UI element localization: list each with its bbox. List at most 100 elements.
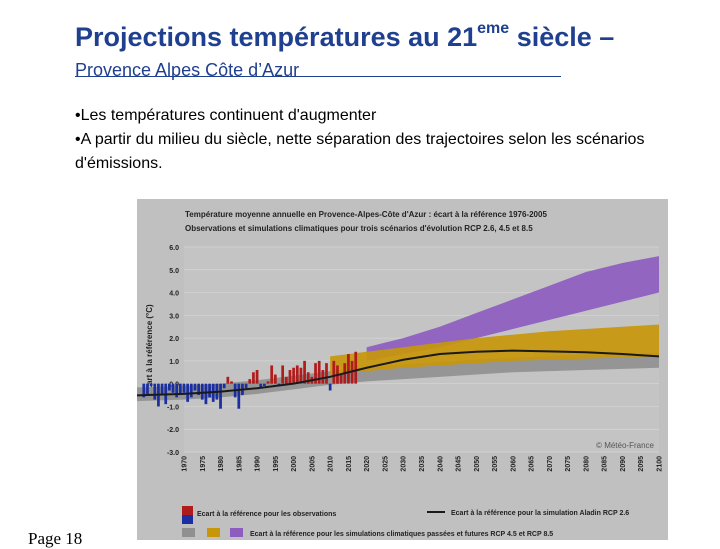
scenario-band-past — [137, 352, 659, 402]
page-number: Page 18 — [28, 529, 83, 548]
x-tick-label: 2085 — [602, 456, 609, 472]
x-tick-label: 2065 — [529, 456, 536, 472]
observation-bar — [270, 365, 274, 384]
observation-bar — [339, 374, 343, 384]
observation-bar — [219, 383, 222, 409]
observation-bar — [328, 383, 332, 391]
legend-swatch-rcp45 — [207, 528, 220, 537]
legend-rcp26: Ecart à la référence pour la simulation … — [451, 510, 629, 517]
chart-subtitle: Observations et simulations climatiques … — [185, 224, 533, 233]
observation-bar — [314, 363, 317, 384]
x-tick-label: 2030 — [401, 456, 408, 472]
y-tick-label: -3.0 — [167, 450, 179, 457]
y-tick-label: -2.0 — [167, 427, 179, 434]
x-tick-label: 2075 — [565, 456, 572, 472]
x-tick-label: 2020 — [364, 456, 371, 472]
x-tick-label: 1975 — [200, 456, 207, 472]
x-tick-label: 1990 — [255, 456, 262, 472]
x-tick-label: 1995 — [273, 456, 280, 472]
y-tick-label: 1.0 — [169, 359, 179, 366]
observation-bar — [303, 360, 306, 384]
observation-bar — [295, 365, 299, 384]
x-tick-label: 2040 — [437, 456, 444, 472]
observation-bar — [200, 383, 204, 400]
observation-bar — [284, 376, 288, 384]
observation-bar — [317, 360, 321, 384]
x-tick-label: 2005 — [309, 456, 316, 472]
observation-bar — [230, 381, 233, 384]
y-tick-label: 6.0 — [169, 245, 179, 252]
x-tick-label: 2050 — [474, 456, 481, 472]
legend-swatch-past — [182, 528, 195, 537]
observation-bar — [197, 383, 200, 396]
chart-credit: © Météo-France — [596, 441, 654, 450]
title-tail: siècle – — [509, 22, 615, 52]
observation-bar — [204, 383, 208, 405]
observation-bar — [160, 383, 164, 396]
observation-bar — [142, 383, 146, 398]
x-tick-label: 2070 — [547, 456, 554, 472]
bullet-2: •A partir du milieu du siècle, nette sép… — [75, 131, 645, 172]
legend-scenarios: Ecart à la référence pour les simulation… — [250, 531, 553, 538]
scenario-band-rcp85 — [366, 256, 659, 361]
x-tick-label: 1980 — [218, 456, 225, 472]
observation-bar — [193, 383, 197, 391]
observation-bar — [273, 374, 277, 384]
x-tick-label: 2090 — [620, 456, 627, 472]
legend-observations: Ecart à la référence pour les observatio… — [197, 511, 336, 518]
observation-bar — [222, 383, 226, 389]
title-superscript: eme — [477, 20, 510, 37]
x-tick-label: 1985 — [236, 456, 243, 472]
y-axis-label: Écart à la référence (°C) — [145, 304, 154, 395]
x-tick-label: 2035 — [419, 456, 426, 472]
title-underline — [75, 76, 561, 77]
x-tick-label: 2080 — [583, 456, 590, 472]
x-tick-label: 2055 — [492, 456, 499, 472]
observation-bar — [354, 351, 358, 384]
observation-bar — [321, 370, 325, 384]
observation-bar — [153, 383, 157, 400]
observation-bar — [178, 383, 182, 396]
observation-bar — [252, 372, 255, 384]
observation-bar — [248, 379, 252, 384]
x-tick-label: 2025 — [382, 456, 389, 472]
title-main: Projections températures au 21 — [75, 22, 478, 52]
x-tick-label: 2015 — [346, 456, 353, 472]
observation-bar — [288, 370, 292, 384]
observation-bar — [266, 381, 270, 384]
legend-swatch-rcp85 — [230, 528, 243, 537]
observation-bar — [146, 383, 149, 396]
x-tick-label: 2045 — [456, 456, 463, 472]
observation-bar — [259, 383, 263, 389]
observation-bar — [208, 383, 211, 398]
y-tick-label: 3.0 — [169, 313, 179, 320]
legend-swatch-warm — [182, 506, 193, 515]
bullet-1: •Les températures continuent d'augmenter — [75, 107, 377, 124]
chart-title: Température moyenne annuelle en Provence… — [185, 210, 547, 219]
x-tick-label: 1970 — [182, 456, 189, 472]
observation-bar — [168, 383, 171, 391]
x-tick-label: 2095 — [638, 456, 645, 472]
y-tick-label: -1.0 — [167, 404, 179, 411]
climate-chart-figure: Température moyenne annuelle en Provence… — [137, 199, 668, 540]
x-tick-label: 2010 — [328, 456, 335, 472]
x-tick-label: 2100 — [657, 456, 664, 472]
observation-bar — [255, 370, 259, 384]
y-tick-label: 5.0 — [169, 268, 179, 275]
observation-bar — [332, 360, 336, 384]
observation-bar — [182, 383, 186, 393]
temperature-chart: Température moyenne annuelle en Provence… — [137, 210, 664, 538]
observation-bar — [171, 383, 175, 393]
y-tick-label: 4.0 — [169, 291, 179, 298]
observation-bar — [347, 354, 350, 384]
observation-bar — [226, 376, 230, 384]
rcp26-line — [137, 349, 660, 397]
x-tick-label: 2060 — [510, 456, 517, 472]
slide-title: Projections températures au 21eme siècle… — [75, 20, 615, 53]
scenario-band-rcp45 — [330, 324, 659, 375]
observation-bar — [306, 372, 310, 384]
observation-bar — [244, 383, 248, 389]
observation-bar — [281, 365, 285, 384]
observation-bar — [292, 367, 295, 384]
observation-bar — [325, 363, 328, 384]
